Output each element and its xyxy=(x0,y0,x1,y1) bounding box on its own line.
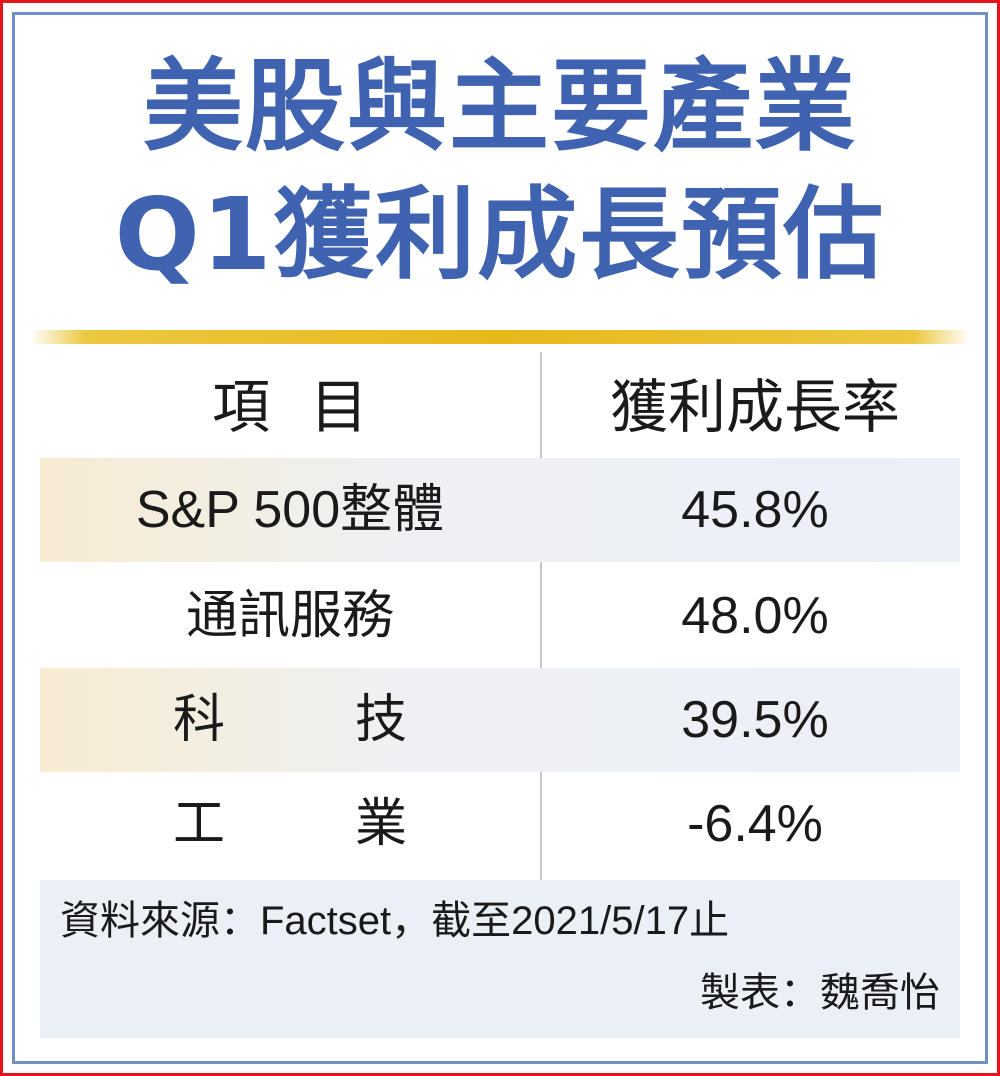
row-value-technology: 39.5% xyxy=(681,691,829,749)
row-label-communication-services: 通訊服務 xyxy=(185,587,394,645)
row-label-industrials: 工業 xyxy=(172,795,537,853)
data-source-note: 資料來源：Factset，截至2021/5/17止 xyxy=(60,899,730,943)
source-note-box: 資料來源：Factset，截至2021/5/17止 製表：魏喬怡 xyxy=(40,880,960,1038)
table-row: S&P 500整體 45.8% xyxy=(40,458,960,562)
table-credit: 製表：魏喬怡 xyxy=(700,971,940,1015)
row-label-sp500: S&P 500整體 xyxy=(135,481,445,539)
row-value-communication-services: 48.0% xyxy=(681,587,829,645)
column-header-growth-rate: 獲利成長率 xyxy=(609,373,900,441)
row-label-technology: 科技 xyxy=(172,691,537,749)
column-divider xyxy=(540,352,542,880)
chart-title-line1: 美股與主要產業 xyxy=(143,48,857,165)
gold-divider-rule xyxy=(30,330,970,344)
row-value-industrials: -6.4% xyxy=(687,795,823,853)
column-header-item: 項目 xyxy=(211,373,408,441)
table-row: 工業 -6.4% xyxy=(40,772,960,876)
table-row: 通訊服務 48.0% xyxy=(40,564,960,668)
row-value-sp500: 45.8% xyxy=(681,481,829,539)
table-row: 科技 39.5% xyxy=(40,668,960,772)
chart-title-line2: Q1獲利成長預估 xyxy=(114,176,886,293)
